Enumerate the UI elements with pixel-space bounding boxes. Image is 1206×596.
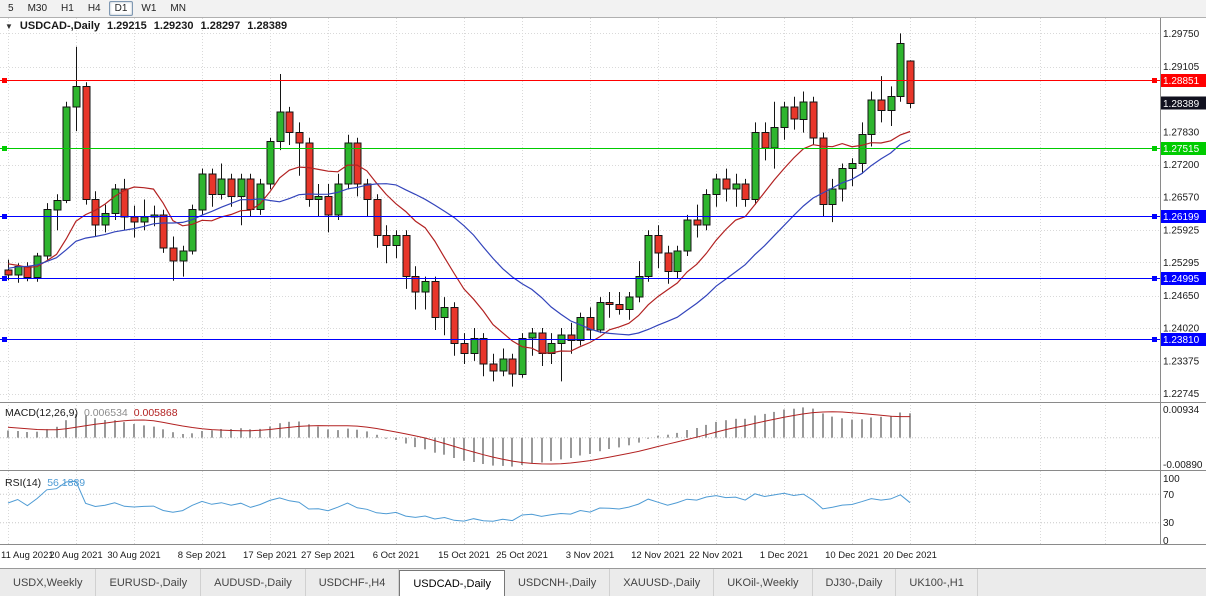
chart-tab-bar: USDX,Weekly EURUSD-,Daily AUDUSD-,Daily USD… xyxy=(0,568,1206,596)
chart-window: 1.28851 1.27515 1.26199 1.24995 1.23810 1.283… xyxy=(0,18,1206,568)
horizontal-line[interactable]: 1.27515 xyxy=(0,142,1206,155)
svg-text:1.28389: 1.28389 xyxy=(1163,99,1200,110)
timeframe-toolbar: 5 M30 H1 H4 D1 W1 MN xyxy=(0,0,1206,18)
high-value: 1.29230 xyxy=(153,20,194,32)
rsi-axis-label: 70 xyxy=(1163,490,1175,501)
date-axis-label: 20 Dec 2021 xyxy=(883,550,937,561)
macd-signal-value: 0.005868 xyxy=(133,407,178,419)
rsi-axis-label: 100 xyxy=(1163,474,1180,485)
date-axis-label: 22 Nov 2021 xyxy=(689,550,743,561)
price-axis[interactable]: 1.29750 1.29105 1.27830 1.27200 1.26570 1.259… xyxy=(1163,29,1200,400)
horizontal-line[interactable]: 1.26199 xyxy=(0,210,1206,223)
moving-average-line xyxy=(7,130,911,354)
current-price-label: 1.28389 xyxy=(1161,96,1206,110)
macd-main-value: 0.006534 xyxy=(83,407,128,419)
date-axis-label: 20 Aug 2021 xyxy=(49,550,102,561)
chart-tab-usdcad-daily[interactable]: USDCAD-,Daily xyxy=(399,570,505,596)
date-axis-label: 15 Oct 2021 xyxy=(438,550,490,561)
chart-canvas[interactable]: 1.28851 1.27515 1.26199 1.24995 1.23810 1.283… xyxy=(0,18,1206,568)
date-axis-label: 11 Aug 2021 xyxy=(1,550,54,561)
chart-title: ▼ USDCAD-,Daily 1.29215 1.29230 1.28297 … xyxy=(5,20,287,32)
date-axis-label: 27 Sep 2021 xyxy=(301,550,355,561)
rsi-axis: 100 70 30 0 xyxy=(1163,474,1180,547)
date-axis-label: 8 Sep 2021 xyxy=(178,550,227,561)
price-axis-label: 1.23375 xyxy=(1163,357,1200,368)
moving-average-line xyxy=(7,139,911,336)
timeframe-button-h1[interactable]: H1 xyxy=(61,3,74,14)
date-axis-label: 25 Oct 2021 xyxy=(496,550,548,561)
date-axis-label: 6 Oct 2021 xyxy=(373,550,419,561)
macd-axis: 0.00934 -0.00890 xyxy=(1163,405,1203,471)
close-value: 1.28389 xyxy=(247,20,288,32)
price-axis-label: 1.27830 xyxy=(1163,128,1200,139)
timeframe-button-m30[interactable]: M30 xyxy=(27,3,48,14)
pane-separators[interactable] xyxy=(0,18,1206,545)
rsi-name: RSI(14) xyxy=(5,477,42,489)
chart-tab-audusd-daily[interactable]: AUDUSD-,Daily xyxy=(201,569,306,596)
chart-tab-usdx-weekly[interactable]: USDX,Weekly xyxy=(0,569,97,596)
price-line-label: 1.24995 xyxy=(1163,274,1200,285)
price-axis-label: 1.27200 xyxy=(1163,160,1200,171)
date-axis-label: 12 Nov 2021 xyxy=(631,550,685,561)
chart-tab-usdcnh-daily[interactable]: USDCNH-,Daily xyxy=(505,569,611,596)
chart-tab-ukoil-weekly[interactable]: UKOil-,Weekly xyxy=(714,569,813,596)
price-axis-label: 1.26570 xyxy=(1163,192,1200,203)
price-axis-label: 1.29105 xyxy=(1163,62,1200,73)
macd-axis-label: -0.00890 xyxy=(1163,460,1203,471)
macd-indicator xyxy=(0,407,1160,467)
timeframe-button-5[interactable]: 5 xyxy=(8,3,14,14)
macd-indicator-label: MACD(12,26,9) 0.006534 0.005868 xyxy=(5,407,178,419)
price-line-label: 1.23810 xyxy=(1163,335,1200,346)
chart-tab-uk100-h1[interactable]: UK100-,H1 xyxy=(896,569,978,596)
date-axis-label: 30 Aug 2021 xyxy=(107,550,160,561)
date-axis-label: 10 Dec 2021 xyxy=(825,550,879,561)
price-line-label: 1.27515 xyxy=(1163,144,1200,155)
price-axis-label: 1.24020 xyxy=(1163,324,1200,335)
chart-tab-usdchf-h4[interactable]: USDCHF-,H4 xyxy=(306,569,400,596)
rsi-axis-label: 30 xyxy=(1163,518,1175,529)
grid-lines xyxy=(0,18,1160,544)
price-axis-label: 1.29750 xyxy=(1163,29,1200,40)
horizontal-line[interactable]: 1.23810 xyxy=(0,333,1206,346)
chart-tab-xauusd-daily[interactable]: XAUUSD-,Daily xyxy=(610,569,715,596)
symbol-period-label: USDCAD-,Daily xyxy=(19,20,100,32)
chart-tab-eurusd-daily[interactable]: EURUSD-,Daily xyxy=(96,569,202,596)
horizontal-line[interactable]: 1.24995 xyxy=(0,272,1206,285)
price-axis-label: 1.24650 xyxy=(1163,291,1200,302)
date-axis-label: 1 Dec 2021 xyxy=(760,550,809,561)
timeframe-button-d1[interactable]: D1 xyxy=(108,1,134,16)
rsi-indicator-label: RSI(14) 56.1889 xyxy=(5,477,85,489)
timeframe-button-h4[interactable]: H4 xyxy=(87,3,101,14)
price-axis-label: 1.22745 xyxy=(1163,389,1200,400)
price-line-label: 1.28851 xyxy=(1163,76,1200,87)
macd-name: MACD(12,26,9) xyxy=(5,407,78,419)
date-axis-label: 17 Sep 2021 xyxy=(243,550,297,561)
macd-axis-label: 0.00934 xyxy=(1163,405,1200,416)
chart-tab-dj30-daily[interactable]: DJ30-,Daily xyxy=(813,569,897,596)
price-axis-label: 1.25925 xyxy=(1163,226,1200,237)
rsi-axis-label: 0 xyxy=(1163,536,1169,547)
low-value: 1.28297 xyxy=(200,20,241,32)
chart-collapse-icon[interactable]: ▼ xyxy=(5,21,13,31)
date-axis-label: 3 Nov 2021 xyxy=(566,550,615,561)
timeframe-button-w1[interactable]: W1 xyxy=(141,3,157,14)
open-value: 1.29215 xyxy=(107,20,147,32)
rsi-value: 56.1889 xyxy=(47,477,86,489)
price-axis-label: 1.25295 xyxy=(1163,258,1200,269)
price-line-label: 1.26199 xyxy=(1163,212,1200,223)
horizontal-line[interactable]: 1.28851 xyxy=(0,74,1206,87)
rsi-indicator xyxy=(0,480,1160,524)
timeframe-button-mn[interactable]: MN xyxy=(170,3,186,14)
candlestick-series xyxy=(4,33,915,387)
